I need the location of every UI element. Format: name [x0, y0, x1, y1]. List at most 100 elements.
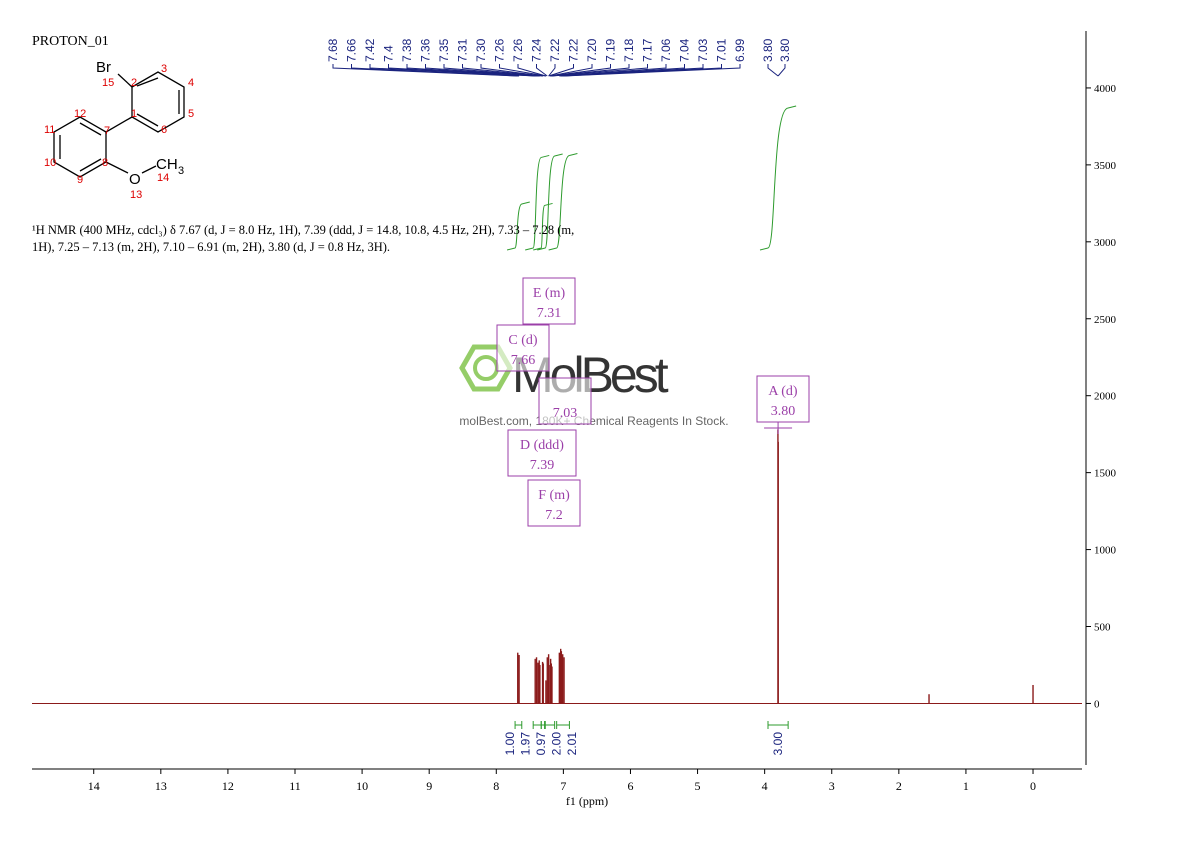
chart-title: PROTON_01	[32, 34, 109, 49]
y-tick-label: 0	[1094, 698, 1100, 710]
peak-label: 6.99	[733, 38, 747, 62]
peak-label: 7.06	[659, 38, 673, 62]
atom-label: CH	[156, 156, 178, 173]
multiplet-shift: 3.80	[771, 404, 796, 419]
y-tick-label: 1000	[1094, 545, 1117, 557]
peak-connector	[499, 64, 547, 77]
peak-connector	[480, 64, 544, 77]
atom-number: 8	[102, 157, 108, 169]
atom-label: Br	[96, 59, 111, 76]
peak-label: 7.24	[530, 38, 544, 62]
x-tick-label: 6	[627, 779, 633, 793]
atom-label: 3	[178, 165, 184, 177]
x-tick-label: 8	[493, 779, 499, 793]
x-tick-label: 5	[695, 779, 701, 793]
peak-label: 7.22	[567, 38, 581, 62]
peak-connector	[767, 64, 779, 77]
x-tick-label: 0	[1030, 779, 1036, 793]
atom-number: 10	[44, 157, 56, 169]
x-tick-label: 2	[896, 779, 902, 793]
multiplet-name: A (d)	[768, 384, 798, 399]
x-axis-label: f1 (ppm)	[566, 794, 608, 808]
y-tick-label: 3500	[1094, 160, 1117, 172]
peak-label: 7.30	[474, 38, 488, 62]
atom-number: 5	[188, 108, 194, 120]
peak-label: 7.03	[696, 38, 710, 62]
multiplet-box	[538, 377, 592, 425]
integral-curve	[759, 105, 797, 251]
integral-curve	[548, 153, 578, 251]
y-tick-label: 2000	[1094, 391, 1117, 403]
peak-label: 7.31	[456, 38, 470, 62]
peak-label: 7.68	[326, 38, 340, 62]
peak-label: 7.35	[437, 38, 451, 62]
y-tick-label: 3000	[1094, 237, 1117, 249]
peak-connector	[551, 64, 648, 77]
integral-label: 1.00	[503, 732, 517, 756]
atom-number: 2	[131, 77, 137, 89]
peak-label: 7.17	[641, 38, 655, 62]
multiplet-box	[496, 324, 550, 372]
peak-label: 7.18	[622, 38, 636, 62]
multiplet-shift: 7.2	[545, 508, 563, 523]
atom-number: 7	[104, 125, 110, 137]
multiplet-box	[527, 479, 581, 527]
peak-connector	[351, 64, 520, 77]
peak-connector	[536, 64, 548, 77]
peak-label: 7.20	[585, 38, 599, 62]
peak-connector	[777, 64, 786, 77]
integral-label: 2.01	[565, 732, 579, 756]
peak-connector	[550, 64, 611, 77]
peak-label: 3.80	[778, 38, 792, 62]
multiplet-name: E (m)	[533, 286, 566, 301]
peak-connector	[549, 64, 593, 77]
peak-connector	[548, 64, 556, 77]
peak-label: 7.66	[345, 38, 359, 62]
y-tick-label: 500	[1094, 622, 1111, 634]
peak-label: 7.04	[678, 38, 692, 62]
x-tick-label: 13	[155, 779, 167, 793]
multiplet-name: D (ddd)	[520, 438, 564, 453]
peak-label: 7.4	[382, 45, 396, 62]
atom-label: O	[129, 171, 141, 188]
integral-label: 0.97	[534, 732, 548, 756]
multiplet-name: C (d)	[508, 333, 538, 348]
atom-number: 14	[157, 172, 169, 184]
x-tick-label: 3	[829, 779, 835, 793]
peak-connector	[425, 64, 540, 77]
peak-label: 7.26	[511, 38, 525, 62]
atom-number: 3	[161, 63, 167, 75]
multiplet-shift: 7.39	[530, 458, 555, 473]
atom-number: 1	[131, 108, 137, 120]
peak-label: 7.42	[363, 38, 377, 62]
peak-label: 7.19	[604, 38, 618, 62]
atom-number: 9	[77, 174, 83, 186]
y-tick-label: 4000	[1094, 83, 1117, 95]
x-tick-label: 10	[356, 779, 368, 793]
annotation: ¹H NMR (400 MHz, cdcl₃) δ 7.67 (d, J = 8…	[32, 223, 575, 254]
peak-label: 7.36	[419, 38, 433, 62]
integral-curve	[506, 201, 530, 251]
integral-label: 1.97	[519, 732, 533, 756]
x-tick-label: 12	[222, 779, 234, 793]
peak-connector	[548, 64, 574, 77]
atom-number: 15	[102, 77, 114, 89]
multiplet-name: F (m)	[538, 488, 570, 503]
multiplet-shift: 7.66	[511, 353, 536, 368]
atom-number: 12	[74, 108, 86, 120]
x-tick-label: 11	[289, 779, 301, 793]
atom-number: 6	[161, 124, 167, 136]
peak-label: 7.38	[400, 38, 414, 62]
multiplet-box	[522, 277, 576, 325]
multiplet-box	[507, 429, 577, 477]
y-tick-label: 1500	[1094, 468, 1117, 480]
integral-curve	[537, 153, 563, 251]
y-tick-label: 2500	[1094, 314, 1117, 326]
integral-label: 3.00	[771, 732, 785, 756]
x-tick-label: 1	[963, 779, 969, 793]
multiplet-shift: 7.03	[553, 406, 578, 421]
x-tick-label: 9	[426, 779, 432, 793]
integral-curve	[533, 202, 553, 251]
